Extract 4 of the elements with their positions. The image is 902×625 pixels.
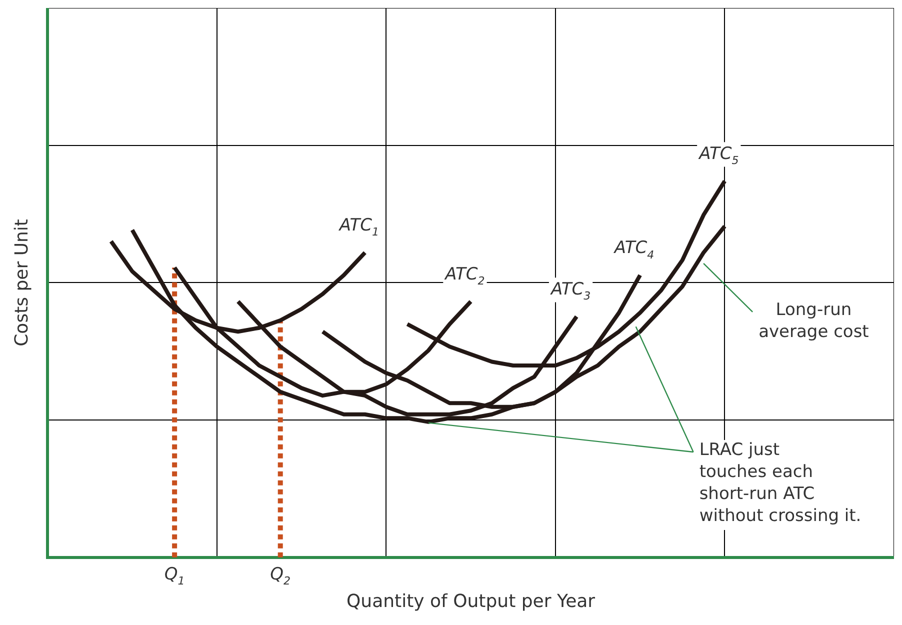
y-axis-title: Costs per Unit <box>11 219 32 346</box>
x-axis-title: Quantity of Output per Year <box>346 590 596 612</box>
annotation: Long-run average cost <box>758 300 870 342</box>
annotation: LRAC just touches each short-run ATC without crossing it. <box>699 440 862 526</box>
